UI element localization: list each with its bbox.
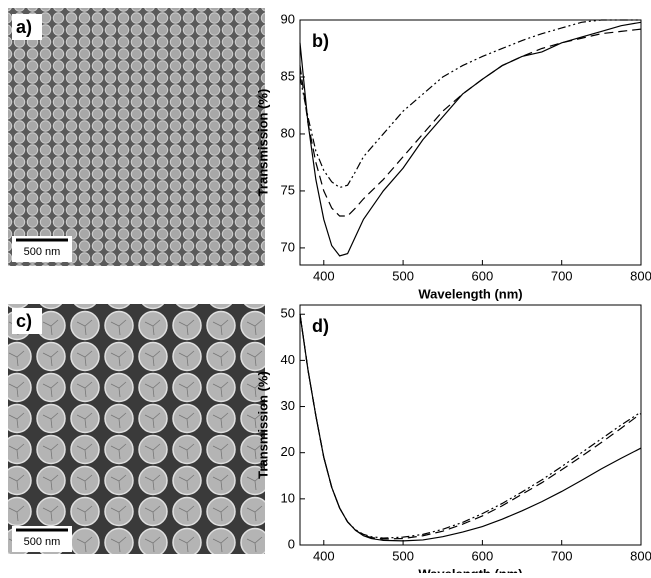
plot-frame <box>299 304 642 546</box>
x-axis-label: Wavelength (nm) <box>418 566 522 573</box>
y-tick-label: 50 <box>281 306 295 321</box>
data-line <box>299 19 641 189</box>
sem-image-c: c) 500 nm <box>8 304 265 554</box>
x-tick-label: 700 <box>551 268 573 283</box>
scale-bar-label: 500 nm <box>24 246 61 258</box>
data-line <box>299 314 642 539</box>
y-tick-label: 40 <box>281 352 295 367</box>
y-tick-label: 85 <box>281 68 295 83</box>
x-tick-label: 600 <box>472 548 494 563</box>
x-tick-label: 800 <box>630 268 651 283</box>
y-tick-label: 0 <box>288 536 295 551</box>
data-line <box>299 21 642 257</box>
x-tick-label: 500 <box>392 268 414 283</box>
sem-image-a: a) 500 nm <box>8 8 265 266</box>
x-tick-label: 600 <box>472 268 494 283</box>
x-tick-label: 700 <box>551 548 573 563</box>
data-line <box>299 28 642 217</box>
y-axis-label: Transmission (%) <box>255 89 270 197</box>
y-tick-label: 80 <box>281 125 295 140</box>
scale-bar-label: 500 nm <box>24 536 61 548</box>
plot-frame <box>299 19 642 266</box>
x-tick-label: 400 <box>313 548 335 563</box>
x-tick-label: 400 <box>313 268 335 283</box>
x-axis-label: Wavelength (nm) <box>418 286 522 301</box>
y-tick-label: 90 <box>281 11 295 26</box>
data-line <box>299 314 642 542</box>
panel-label: a) <box>16 17 32 37</box>
y-tick-label: 30 <box>281 398 295 413</box>
y-tick-label: 75 <box>281 182 295 197</box>
panel-label: d) <box>312 316 329 336</box>
x-tick-label: 500 <box>392 548 414 563</box>
y-axis-label: Transmission (%) <box>255 371 270 479</box>
y-tick-label: 10 <box>281 490 295 505</box>
panel-label: b) <box>312 31 329 51</box>
x-tick-label: 800 <box>630 548 651 563</box>
y-tick-label: 20 <box>281 444 295 459</box>
panel-label: c) <box>16 311 32 331</box>
y-tick-label: 70 <box>281 239 295 254</box>
data-line <box>299 314 642 540</box>
